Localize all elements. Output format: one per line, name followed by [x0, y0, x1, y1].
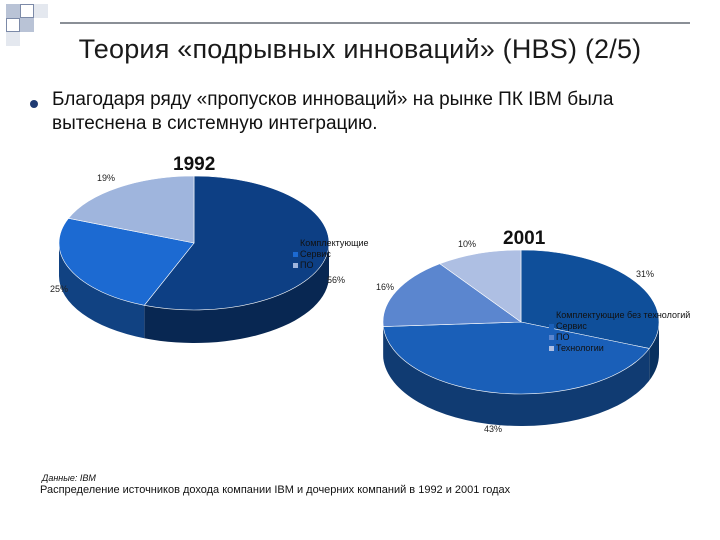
corner-square-6: [6, 32, 20, 46]
legend-swatch: [549, 346, 554, 351]
pie-side-1992-1: [58, 243, 145, 339]
pie-slice-1992-0: [143, 175, 330, 311]
label-2001-components: 31%: [636, 269, 655, 279]
legend-label: Технологии: [556, 343, 604, 353]
label-1992-components: 56%: [327, 275, 346, 285]
legend-swatch: [549, 324, 554, 329]
label-1992-service: 25%: [50, 284, 69, 294]
legend-1992-item: Сервис: [293, 249, 369, 260]
pie-slice-2001-0: [520, 249, 660, 349]
corner-square-3: [34, 4, 48, 18]
bullet-text: Благодаря ряду «пропусков инноваций» на …: [52, 89, 614, 134]
pie-slice-1992-2: [67, 175, 195, 244]
legend-1992: Комплектующие Сервис ПО: [293, 238, 369, 271]
pie-2001: [382, 249, 660, 426]
label-2001-technologies: 10%: [458, 239, 477, 249]
legend-label: Сервис: [556, 321, 587, 331]
pie-slice-2001-1: [382, 321, 650, 395]
legend-label: ПО: [556, 332, 570, 342]
legend-1992-item: Комплектующие: [293, 238, 369, 249]
legend-2001-item: Комплектующие без технологий: [549, 310, 690, 321]
pie-slice-2001-3: [439, 249, 522, 323]
legend-swatch: [293, 263, 298, 268]
legend-label: Сервис: [300, 249, 331, 259]
slide-title: Теория «подрывных инноваций» (HBS) (2/5): [78, 34, 642, 64]
legend-swatch: [549, 335, 554, 340]
chart-caption: Распределение источников дохода компании…: [40, 484, 511, 496]
legend-2001-item: Сервис: [549, 321, 690, 332]
legend-2001-item: ПО: [549, 332, 690, 343]
pie-side-1992-0: [144, 243, 329, 343]
bullet-dot-icon: [30, 100, 38, 108]
pie-slice-1992-1: [58, 218, 195, 306]
pie-side-2001-1: [383, 326, 650, 426]
title-rule: [60, 22, 690, 24]
legend-1992-item: ПО: [293, 260, 369, 271]
pie-side-2001-0: [649, 322, 659, 381]
legend-label: Комплектующие без технологий: [556, 310, 691, 320]
label-2001-software: 16%: [376, 282, 395, 292]
legend-swatch: [549, 313, 554, 318]
pie-1992: [58, 175, 330, 343]
corner-square-2: [20, 4, 34, 18]
chart-1992-title: 1992: [173, 154, 216, 175]
legend-2001: Комплектующие без технологий Сервис ПО Т…: [549, 310, 690, 354]
corner-square-4: [6, 18, 20, 32]
corner-square-5: [20, 18, 34, 32]
data-source: Данные: IBM: [42, 473, 96, 483]
chart-2001-title: 2001: [503, 228, 546, 249]
pie-slice-2001-2: [382, 263, 522, 327]
legend-2001-item: Технологии: [549, 343, 690, 354]
legend-swatch: [293, 241, 298, 246]
label-2001-service: 43%: [484, 424, 503, 434]
legend-swatch: [293, 252, 298, 257]
legend-label: Комплектующие: [300, 238, 369, 248]
label-1992-software: 19%: [97, 173, 116, 183]
legend-label: ПО: [300, 260, 314, 270]
corner-square-1: [6, 4, 20, 18]
